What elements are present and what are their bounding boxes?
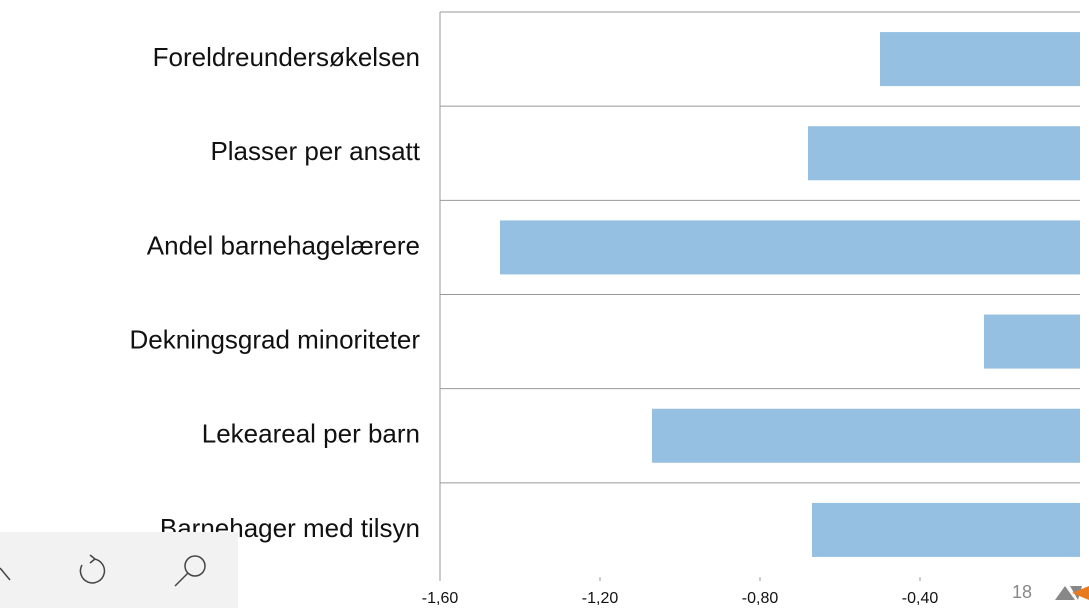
page-number: 18	[1012, 582, 1032, 602]
bar	[812, 502, 1080, 557]
y-tick-label: Andel barnehagelærere	[147, 230, 420, 260]
toolbar	[0, 532, 238, 608]
search-icon	[184, 555, 206, 577]
search-handle	[174, 572, 189, 587]
toolbar-icon	[0, 567, 11, 581]
logo-accent	[1072, 586, 1089, 600]
y-tick-label: Lekeareal per barn	[202, 419, 420, 449]
bar	[808, 126, 1080, 181]
x-tick-label: -0,40	[902, 590, 939, 607]
y-tick-label: Plasser per ansatt	[210, 136, 420, 166]
logo	[1055, 586, 1082, 600]
toolbar-bg	[0, 532, 238, 608]
x-tick-label: -0,80	[742, 590, 779, 607]
y-tick-label: Dekningsgrad minoriteter	[130, 324, 421, 354]
bar	[500, 220, 1080, 275]
x-tick-label: -1,20	[582, 590, 619, 607]
y-tick-label: Foreldreundersøkelsen	[153, 42, 420, 72]
x-tick-label: -1,60	[422, 590, 459, 607]
bar	[652, 408, 1080, 463]
bar	[984, 314, 1080, 369]
rotate-icon	[79, 554, 106, 584]
bar	[880, 32, 1080, 87]
